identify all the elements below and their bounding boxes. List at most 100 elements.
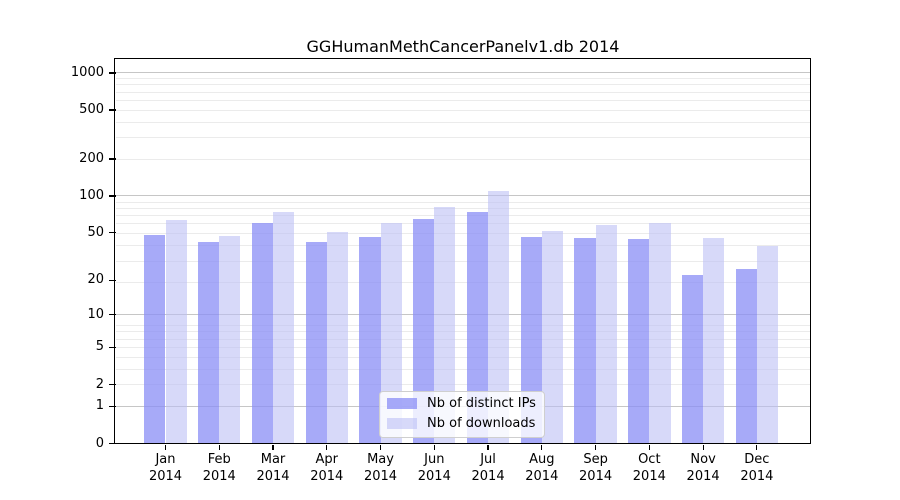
gridline-minor (115, 201, 811, 203)
y-tick-label-50: 50 (87, 224, 104, 240)
x-tick-dec (756, 444, 758, 450)
x-label-month-feb: Feb (207, 452, 231, 467)
gridline-minor (115, 260, 811, 262)
gridline-minor (115, 356, 811, 358)
bar-distinct-ips-may (359, 236, 381, 444)
gridline-minor (115, 368, 811, 370)
x-tick-jun (433, 444, 435, 450)
x-label-month-aug: Aug (529, 452, 555, 467)
gridline-major (115, 195, 811, 197)
y-tick-label-500: 500 (79, 102, 104, 118)
y-tick-label-2: 2 (95, 376, 104, 392)
gridline-minor (115, 78, 811, 80)
y-tick-label-1000: 1000 (70, 64, 104, 80)
y-tick-label-0: 0 (95, 435, 104, 451)
gridline-major (115, 314, 811, 316)
x-label-month-oct: Oct (638, 452, 661, 467)
x-tick-jul (487, 444, 489, 450)
bar-downloads-oct (649, 223, 671, 444)
bar-downloads-may (380, 223, 402, 444)
legend-row-downloads: Nb of downloads (387, 416, 538, 432)
x-label-month-jun: Jun (424, 452, 445, 467)
gridline-minor (115, 338, 811, 340)
bar-downloads-dec (756, 245, 779, 444)
y-tick-20 (108, 279, 116, 281)
x-tick-jan (164, 444, 167, 450)
y-tick-label-1: 1 (95, 398, 104, 414)
x-label-month-nov: Nov (690, 452, 716, 467)
bar-downloads-jan (165, 220, 187, 444)
x-label-month-sep: Sep (583, 452, 608, 467)
gridline-minor (115, 233, 811, 235)
x-label-year-jan: 2014 (148, 469, 183, 484)
x-label-year-nov: 2014 (686, 469, 720, 484)
bar-distinct-ips-jul (466, 211, 489, 444)
y-tick-label-200: 200 (79, 151, 104, 167)
x-label-month-jan: Jan (155, 452, 176, 467)
bar-downloads-mar (273, 211, 295, 444)
legend-label-downloads: Nb of downloads (427, 415, 536, 431)
gridline-minor (115, 207, 811, 209)
x-label-year-aug: 2014 (525, 469, 559, 484)
bar-distinct-ips-oct (628, 239, 650, 444)
gridline-minor (115, 137, 811, 139)
gridline-minor (115, 84, 811, 86)
x-label-month-dec: Dec (744, 452, 770, 467)
x-label-year-jun: 2014 (417, 469, 451, 484)
x-tick-nov (702, 444, 704, 450)
bar-distinct-ips-feb (198, 241, 220, 444)
gridline-minor (115, 158, 811, 160)
x-label-year-dec: 2014 (740, 469, 774, 484)
bar-downloads-apr (326, 231, 348, 444)
gridline-minor (115, 91, 811, 93)
gridline-minor (115, 331, 811, 333)
x-label-year-jul: 2014 (471, 469, 505, 484)
y-tick-50 (108, 232, 116, 234)
y-tick-500 (108, 109, 116, 111)
bar-distinct-ips-jan (144, 234, 166, 444)
gridline-minor (115, 384, 811, 386)
x-tick-may (379, 444, 382, 450)
gridline-major (115, 72, 811, 74)
y-tick-200 (108, 158, 116, 160)
x-tick-feb (218, 444, 220, 450)
y-tick-100 (108, 195, 116, 197)
x-tick-apr (326, 444, 328, 450)
bar-downloads-sep (595, 224, 617, 444)
plot-area (115, 60, 811, 444)
gridline-minor (115, 121, 811, 123)
y-tick-label-10: 10 (87, 306, 104, 322)
x-label-month-jul: Jul (480, 452, 496, 467)
x-label-year-feb: 2014 (202, 469, 236, 484)
gridline-minor (115, 346, 811, 348)
y-tick-5 (108, 346, 116, 348)
gridline-minor (115, 325, 811, 327)
gridline-minor (115, 215, 811, 217)
y-tick-10 (108, 314, 116, 316)
x-label-year-sep: 2014 (579, 469, 613, 484)
x-label-year-apr: 2014 (310, 469, 344, 484)
legend: Nb of distinct IPs Nb of downloads (379, 390, 545, 438)
chart-title: GGHumanMethCancerPanelv1.db 2014 (306, 37, 620, 56)
gridline-minor (115, 245, 811, 247)
y-tick-label-5: 5 (95, 339, 104, 355)
gridline-minor (115, 223, 811, 225)
y-tick-0 (108, 442, 116, 445)
bar-downloads-jul (488, 190, 510, 444)
gridline-minor (115, 99, 811, 101)
gridline-minor (115, 109, 811, 111)
bar-downloads-nov (703, 238, 725, 444)
x-label-year-may: 2014 (363, 469, 398, 484)
x-label-month-apr: Apr (315, 452, 339, 467)
bar-distinct-ips-mar (251, 223, 273, 444)
x-tick-oct (648, 444, 650, 450)
x-label-month-mar: Mar (260, 452, 286, 467)
legend-swatch-distinct-ips (387, 398, 417, 409)
y-tick-label-100: 100 (79, 187, 104, 203)
y-tick-label-20: 20 (87, 272, 104, 288)
bar-distinct-ips-sep (574, 238, 596, 444)
y-tick-1 (108, 405, 116, 407)
x-tick-aug (541, 444, 543, 450)
x-label-year-mar: 2014 (256, 469, 290, 484)
